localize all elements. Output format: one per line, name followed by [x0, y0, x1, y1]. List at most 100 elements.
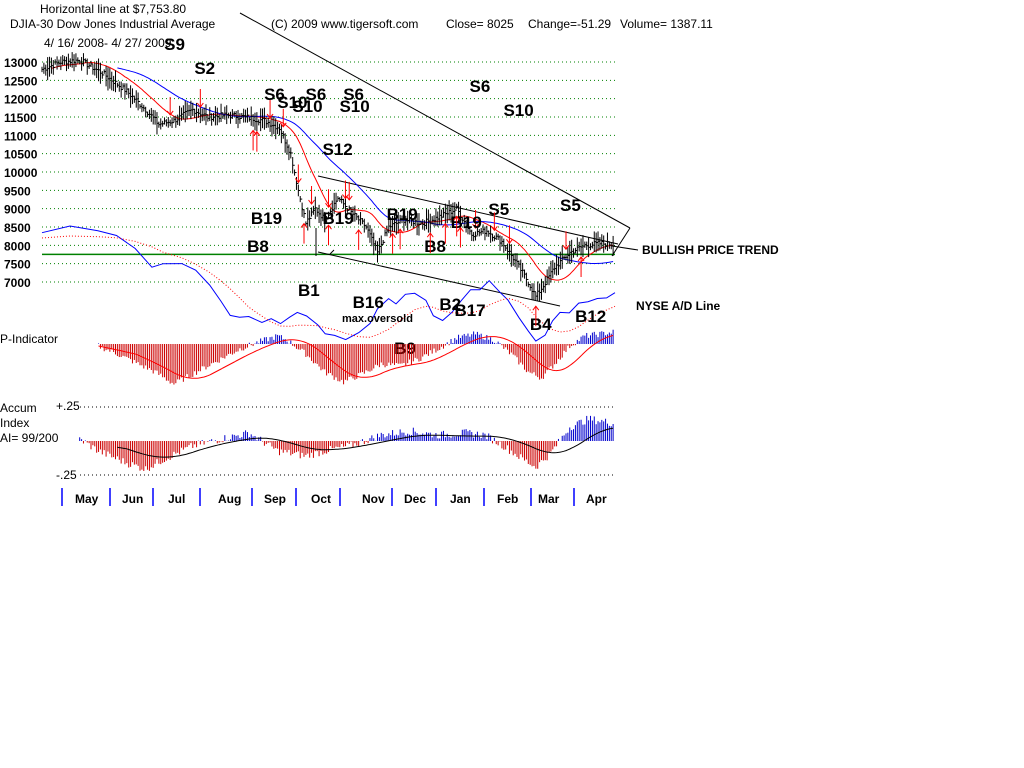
signal-label: S12 — [323, 140, 353, 159]
buy-arrowhead — [355, 229, 363, 235]
signal-label: B16 — [353, 293, 384, 312]
buy-arrowhead — [249, 129, 257, 135]
signal-label: B19 — [387, 205, 418, 224]
signal-label: S10 — [292, 97, 322, 116]
p-indicator-label: P-Indicator — [0, 332, 58, 346]
accum-index-panel — [79, 406, 615, 476]
buy-arrowhead — [453, 215, 461, 221]
red-moving-average — [51, 61, 614, 281]
signal-label: S9 — [164, 35, 185, 54]
bullish-trend-label: BULLISH PRICE TREND — [642, 243, 779, 257]
month-label: Mar — [538, 492, 560, 506]
index-label: Index — [0, 416, 29, 430]
y-tick-label: 10000 — [4, 166, 38, 180]
date-range: 4/ 16/ 2008- 4/ 27/ 2009 — [44, 36, 172, 50]
signal-label: B19 — [323, 209, 354, 228]
buy-arrowhead — [441, 222, 449, 228]
signal-label: B19 — [451, 213, 482, 232]
ai-top-label: +.25 — [56, 399, 80, 413]
moving-averages — [51, 61, 614, 281]
y-tick-label: 13000 — [4, 56, 38, 70]
sell-arrowhead — [166, 110, 174, 116]
y-tick-label: 7500 — [4, 258, 31, 272]
signal-label: B8 — [424, 237, 446, 256]
month-label: Aug — [218, 492, 241, 506]
buy-arrowhead — [396, 228, 404, 234]
buy-arrowhead — [457, 226, 464, 232]
sell-arrowhead — [562, 245, 570, 251]
month-label: Feb — [497, 492, 518, 506]
y-tick-label: 10500 — [4, 148, 38, 162]
signal-label: B9 — [394, 339, 416, 358]
y-tick-label: 12000 — [4, 93, 38, 107]
volume-value: Volume= 1387.11 — [620, 17, 713, 31]
buy-arrowhead — [253, 130, 261, 136]
copyright: (C) 2009 www.tigersoft.com — [271, 17, 419, 31]
signal-label: S6 — [264, 85, 285, 104]
month-label: Apr — [586, 492, 607, 506]
sell-arrowhead — [472, 223, 479, 229]
accum-ma — [117, 427, 614, 458]
y-tick-label: 11500 — [4, 111, 37, 125]
signal-label: S10 — [503, 101, 533, 120]
sell-arrowhead — [345, 195, 353, 201]
change-value: Change=-51.29 — [528, 17, 612, 31]
y-tick-label: 9000 — [4, 203, 31, 217]
close-value: Close= 8025 — [446, 17, 514, 31]
signal-label: B2 — [439, 295, 461, 314]
price-bars — [41, 52, 616, 302]
sell-arrowhead — [342, 194, 349, 200]
signal-label: B12 — [575, 307, 606, 326]
signal-label: B4 — [530, 315, 552, 334]
p-indicator-panel — [98, 329, 614, 385]
signal-label: B17 — [454, 301, 485, 320]
signal-label: S10 — [339, 97, 369, 116]
trend-lines — [239, 12, 639, 307]
bullish-pointer — [611, 245, 639, 251]
sell-arrowhead — [294, 178, 302, 184]
nyse-ad-line — [41, 225, 616, 342]
signal-label: B19 — [251, 209, 282, 228]
sell-arrowhead — [506, 239, 513, 245]
horizontal-line-label: Horizontal line at $7,753.80 — [40, 2, 187, 16]
sell-arrowhead — [325, 202, 332, 209]
month-label: Dec — [404, 492, 426, 506]
ai-bottom-label: -.25 — [56, 468, 77, 482]
signal-label: S2 — [194, 59, 215, 78]
buy-arrowhead — [300, 222, 308, 228]
signal-label: S5 — [488, 200, 509, 219]
signal-label: S5 — [560, 196, 581, 215]
sell-arrowhead — [196, 102, 204, 108]
index-title: DJIA-30 Dow Jones Industrial Average — [10, 17, 216, 31]
month-label: May — [75, 492, 99, 506]
signal-label: B1 — [298, 281, 320, 300]
y-tick-label: 8000 — [4, 239, 31, 253]
month-axis: May Jun Jul Aug Sep Oct Nov Dec Jan Feb Mar Apr — [61, 488, 607, 506]
y-tick-label: 8500 — [4, 221, 31, 235]
y-tick-label: 12500 — [4, 74, 38, 88]
buy-arrowhead — [325, 224, 332, 230]
month-label: Nov — [362, 492, 385, 506]
signal-label: S6 — [306, 85, 327, 104]
buy-arrowhead — [426, 232, 434, 238]
y-tick-label: 7000 — [4, 276, 31, 290]
bullish-trend-line — [611, 227, 631, 257]
accum-label: Accum — [0, 401, 37, 415]
month-label: Jul — [168, 492, 185, 506]
y-axis-labels: 13000 12500 12000 11500 11000 10500 10000 9500 9… — [4, 56, 38, 290]
sell-arrowhead — [279, 122, 287, 128]
buy-arrowhead — [389, 232, 396, 238]
ai-score-label: AI= 99/200 — [0, 431, 59, 445]
signal-label: S6 — [470, 77, 491, 96]
sell-arrowhead — [490, 226, 498, 232]
month-label: Sep — [264, 492, 286, 506]
sell-arrowhead — [308, 199, 315, 205]
y-tick-label: 9500 — [4, 184, 31, 198]
nyse-ad-label: NYSE A/D Line — [636, 299, 721, 313]
month-label: Oct — [311, 492, 331, 506]
month-label: Jun — [122, 492, 143, 506]
sell-arrowhead — [266, 113, 274, 119]
ad-line — [41, 225, 616, 342]
